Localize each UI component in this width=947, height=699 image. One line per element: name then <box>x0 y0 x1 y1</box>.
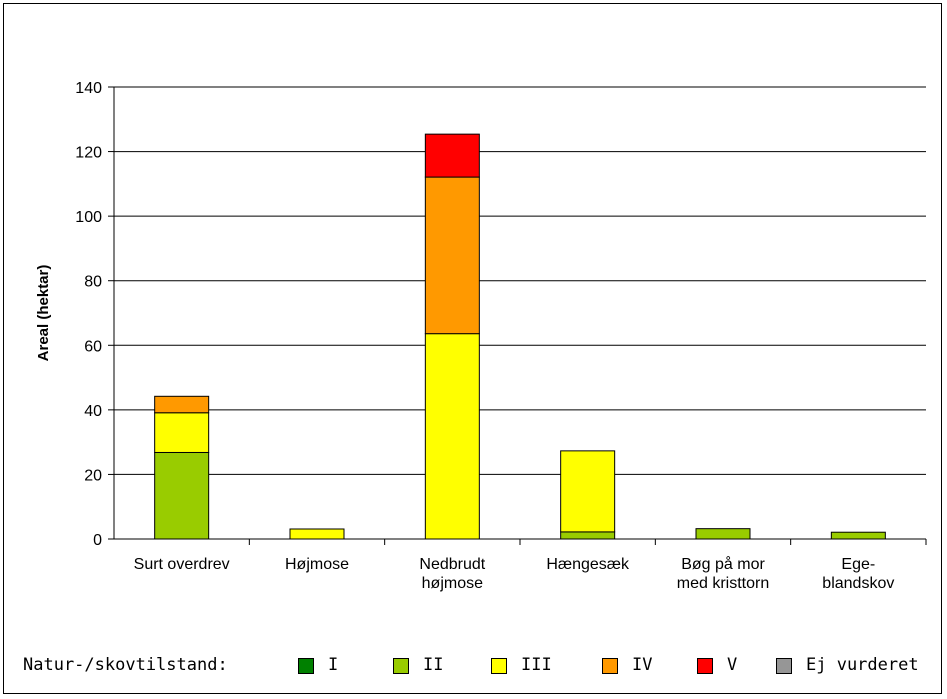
bar-segment <box>289 528 345 540</box>
legend-label: III <box>521 655 552 675</box>
x-tick-label-line: højmose <box>422 575 483 592</box>
legend-label: Ej vurderet <box>806 655 919 675</box>
y-axis-label: Areal (hektar) <box>35 265 52 362</box>
x-tick-label-line: Bøg på mor <box>681 555 765 573</box>
legend-swatch <box>298 658 314 674</box>
x-tick-label: Hængesæk <box>546 556 630 573</box>
bar-segment <box>424 176 480 335</box>
y-tick-label: 40 <box>84 403 102 420</box>
legend-swatch <box>697 658 713 674</box>
x-tick-label: Bøg på mor med kristtorn <box>677 555 769 592</box>
x-tick-label-line: med kristtorn <box>677 575 769 592</box>
bar-segment <box>560 531 616 540</box>
x-tick-label: Nedbrudt højmose <box>419 556 485 592</box>
legend-swatch <box>393 658 409 674</box>
bar-segment <box>424 333 480 540</box>
legend-label: V <box>727 655 738 675</box>
legend-label: II <box>423 655 444 675</box>
bar-segment <box>830 531 886 540</box>
x-tick-label-line: Nedbrudt <box>419 556 485 573</box>
x-tick-label-line: Højmose <box>285 556 349 573</box>
legend-swatch <box>491 658 507 674</box>
x-tick-label: Surt overdrev <box>134 556 230 573</box>
x-tick-label-line: Ege- <box>841 556 875 573</box>
y-tick-label: 120 <box>75 145 102 162</box>
y-tick-label: 100 <box>75 209 102 226</box>
y-tick-label: 60 <box>84 338 102 355</box>
x-tick-label-line: Surt overdrev <box>134 556 230 573</box>
bar-segment <box>424 133 480 178</box>
legend-label: I <box>328 655 339 675</box>
legend-title: Natur-/skovtilstand: <box>23 655 228 675</box>
y-tick-label: 20 <box>84 467 102 484</box>
y-tick-label: 80 <box>84 274 102 291</box>
y-tick-label: 0 <box>93 532 102 549</box>
bar-segment <box>695 528 751 540</box>
x-tick-label-line: blandskov <box>822 575 894 592</box>
x-tick-label: Ege-blandskov <box>822 556 894 592</box>
bar-segment <box>154 412 210 453</box>
legend-swatch <box>776 658 792 674</box>
y-tick-label: 140 <box>75 80 102 97</box>
legend-label: IV <box>632 655 653 675</box>
bar-segment <box>154 395 210 414</box>
bar-segment <box>560 450 616 533</box>
x-tick-label: Højmose <box>285 556 349 573</box>
legend-swatch <box>602 658 618 674</box>
bar-segment <box>154 451 210 540</box>
x-tick-label-line: Hængesæk <box>546 556 630 573</box>
